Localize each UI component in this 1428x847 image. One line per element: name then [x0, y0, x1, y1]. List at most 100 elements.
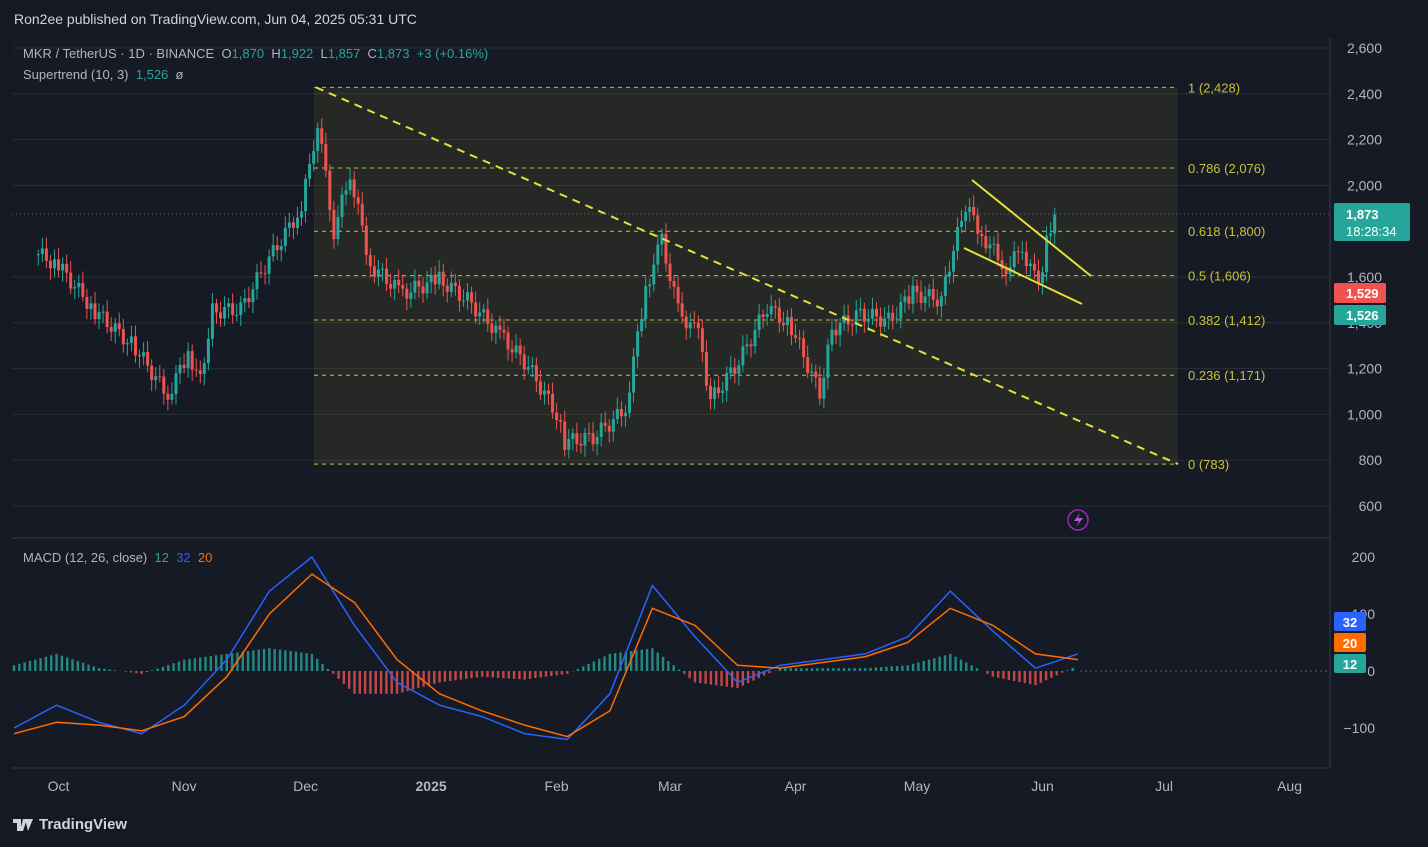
macd-legend[interactable]: MACD (12, 26, close) 12 32 20	[23, 550, 212, 565]
candle-body	[259, 272, 263, 274]
macd-histogram-bar	[241, 651, 244, 671]
candle-body	[680, 303, 684, 317]
macd-histogram-bar	[661, 656, 665, 671]
candle-body	[227, 303, 231, 307]
macd-histogram-bar	[183, 659, 186, 671]
candle-body	[603, 422, 607, 426]
candle-body	[214, 303, 218, 313]
macd-histogram-bar	[975, 668, 979, 671]
candle-body	[1016, 251, 1020, 253]
current-price-badge	[1334, 203, 1410, 241]
macd-histogram-bar	[864, 668, 867, 671]
macd-histogram-bar	[544, 671, 548, 677]
candle-body	[109, 327, 113, 332]
macd-histogram-bar	[353, 671, 356, 694]
candle-body	[668, 263, 672, 281]
ohlc-open: 1,870	[231, 46, 265, 61]
macd-histogram-bar	[374, 671, 377, 694]
macd-histogram-bar	[794, 668, 798, 671]
time-tick: 2025	[416, 778, 447, 794]
candle-body	[911, 285, 915, 304]
time-tick: Mar	[658, 778, 682, 794]
candle-body	[380, 268, 384, 270]
brand-name: TradingView	[39, 816, 128, 833]
candle-body	[304, 178, 308, 212]
candle-body	[466, 292, 470, 301]
candle-body	[891, 312, 895, 319]
candle-body	[996, 243, 1000, 261]
supertrend-extra: ø	[175, 67, 184, 82]
candle-body	[737, 365, 741, 374]
macd-histogram-bar	[922, 661, 925, 671]
symbol-legend[interactable]: MKR / TetherUS · 1D · BINANCE O1,870 H1,…	[23, 46, 488, 61]
candle-body	[441, 271, 445, 286]
publish-bar: Ron2ee published on TradingView.com, Jun…	[0, 0, 1428, 38]
candle-body	[93, 303, 97, 320]
time-tick: Aug	[1277, 778, 1302, 794]
price-tick: 1,000	[1347, 406, 1382, 422]
candle-body	[48, 260, 52, 269]
candle-body	[40, 248, 44, 255]
candle-body	[57, 259, 61, 271]
candle-body	[1041, 272, 1045, 284]
macd-histogram-bar	[842, 668, 846, 671]
candle-body	[328, 170, 332, 211]
macd-histogram-bar	[18, 663, 21, 671]
macd-histogram-bar	[667, 661, 670, 671]
candle-body	[372, 266, 376, 277]
macd-histogram-bar	[257, 649, 260, 671]
candle-body	[708, 385, 712, 400]
candle-body	[1012, 251, 1016, 268]
candle-body	[514, 345, 518, 353]
chart-panel[interactable]	[12, 38, 1415, 808]
macd-histogram-bar	[507, 671, 510, 679]
macd-histogram-bar	[97, 668, 101, 671]
candle-body	[239, 302, 243, 315]
candle-body	[494, 325, 498, 333]
macd-histogram-bar	[459, 671, 463, 680]
candle-body	[717, 387, 721, 394]
candle-body	[547, 390, 551, 394]
macd-line	[13, 555, 1079, 741]
candle-body	[1028, 263, 1032, 267]
candle-body	[482, 309, 486, 313]
macd-histogram-bar	[167, 664, 170, 671]
candle-body	[267, 256, 271, 274]
macd-histogram-bar	[837, 668, 840, 671]
supertrend-legend[interactable]: Supertrend (10, 3) 1,526 ø	[23, 67, 183, 82]
macd-histogram-bar	[268, 648, 271, 671]
macd-histogram-bar	[736, 671, 739, 689]
candle-body	[69, 272, 73, 289]
candle-body	[749, 344, 753, 347]
macd-histogram-bar	[161, 666, 165, 671]
tradingview-logo[interactable]: TradingView	[13, 816, 127, 833]
macd-histogram-bar	[1044, 671, 1048, 681]
macd-histogram-bar	[582, 666, 585, 671]
candle-body	[923, 296, 927, 303]
macd-histogram-bar	[1002, 671, 1005, 679]
macd-histogram-bar	[1055, 671, 1058, 676]
candle-body	[632, 356, 636, 393]
macd-histogram-bar	[369, 671, 372, 694]
candle-body	[676, 286, 680, 304]
candle-body	[684, 316, 688, 329]
macd-histogram-bar	[592, 661, 596, 671]
macd-histogram-bar	[895, 666, 899, 671]
macd-histogram-bar	[465, 671, 468, 679]
price-tick: 1,200	[1347, 361, 1382, 377]
candle-body	[830, 329, 834, 345]
macd-histogram-bar	[927, 659, 931, 671]
macd-histogram-bar	[60, 655, 64, 671]
candle-body	[858, 308, 862, 311]
time-axis: Oct Nov Dec 2025 Feb Mar Apr May Jun Jul Aug	[48, 778, 1302, 794]
macd-histogram-bar	[576, 668, 580, 671]
macd-histogram-bar	[177, 661, 181, 671]
candle-body	[713, 387, 717, 400]
macd-histogram-bar	[943, 655, 947, 671]
down-trendline	[315, 86, 1179, 466]
macd-histogram-bar	[800, 668, 803, 671]
fib-label: 0.786 (2,076)	[1188, 161, 1265, 176]
macd-histogram-bar	[44, 656, 48, 671]
